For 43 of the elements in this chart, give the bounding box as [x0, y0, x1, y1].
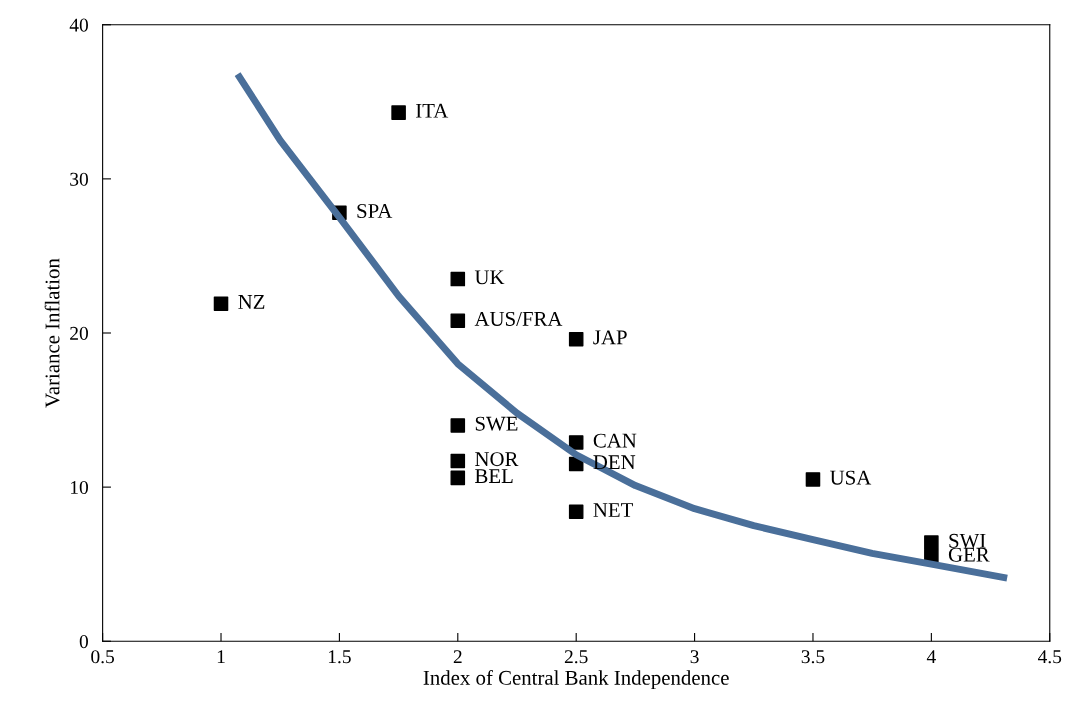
annotation: USA — [830, 470, 872, 485]
annotation: AUS/FRA — [474, 311, 563, 326]
annotation: UK — [474, 270, 505, 285]
annotation: BEL — [475, 469, 513, 483]
annotation: GER — [948, 547, 990, 562]
x-tick-label: 0.5 — [91, 650, 115, 664]
point — [568, 331, 584, 347]
annotation: NOR — [475, 452, 519, 467]
x-tick-label: 4.5 — [1037, 650, 1062, 664]
x-tick-label: 3 — [690, 650, 699, 664]
annotation: NZ — [238, 295, 265, 309]
annotation: SWI — [949, 533, 986, 548]
y-tick-label: 10 — [71, 480, 88, 495]
annotation: SPA — [357, 203, 393, 218]
point — [450, 271, 466, 287]
x-tick-label: 4 — [926, 650, 936, 664]
annotation: JAP — [593, 330, 627, 345]
y-tick-label: 20 — [70, 326, 88, 340]
annotation: SWE — [475, 416, 518, 431]
y-tick-label: 0 — [79, 635, 88, 649]
point — [213, 296, 229, 311]
x-tick-label: 1.5 — [328, 650, 351, 664]
x-tick-label: 1 — [217, 650, 225, 664]
x-tick-label: 3.5 — [801, 650, 825, 664]
point — [391, 105, 406, 120]
point — [568, 435, 584, 450]
point — [450, 470, 466, 486]
point — [450, 453, 466, 469]
y-tick-label: 40 — [69, 18, 88, 32]
x-axis-title: Index of Central Bank Independence — [423, 669, 729, 690]
point — [924, 535, 939, 550]
point — [568, 504, 584, 520]
annotation: ITA — [416, 103, 449, 118]
annotation: DEN — [593, 455, 636, 470]
x-tick-label: 2 — [453, 650, 462, 664]
point — [450, 418, 466, 433]
point — [450, 313, 466, 328]
y-axis-title: Variance Inflation — [44, 258, 60, 408]
annotation: CAN — [593, 433, 637, 448]
point — [805, 472, 821, 487]
y-tick-label: 30 — [70, 172, 88, 186]
annotation: NET — [593, 503, 634, 517]
x-tick-label: 2.5 — [564, 650, 588, 664]
